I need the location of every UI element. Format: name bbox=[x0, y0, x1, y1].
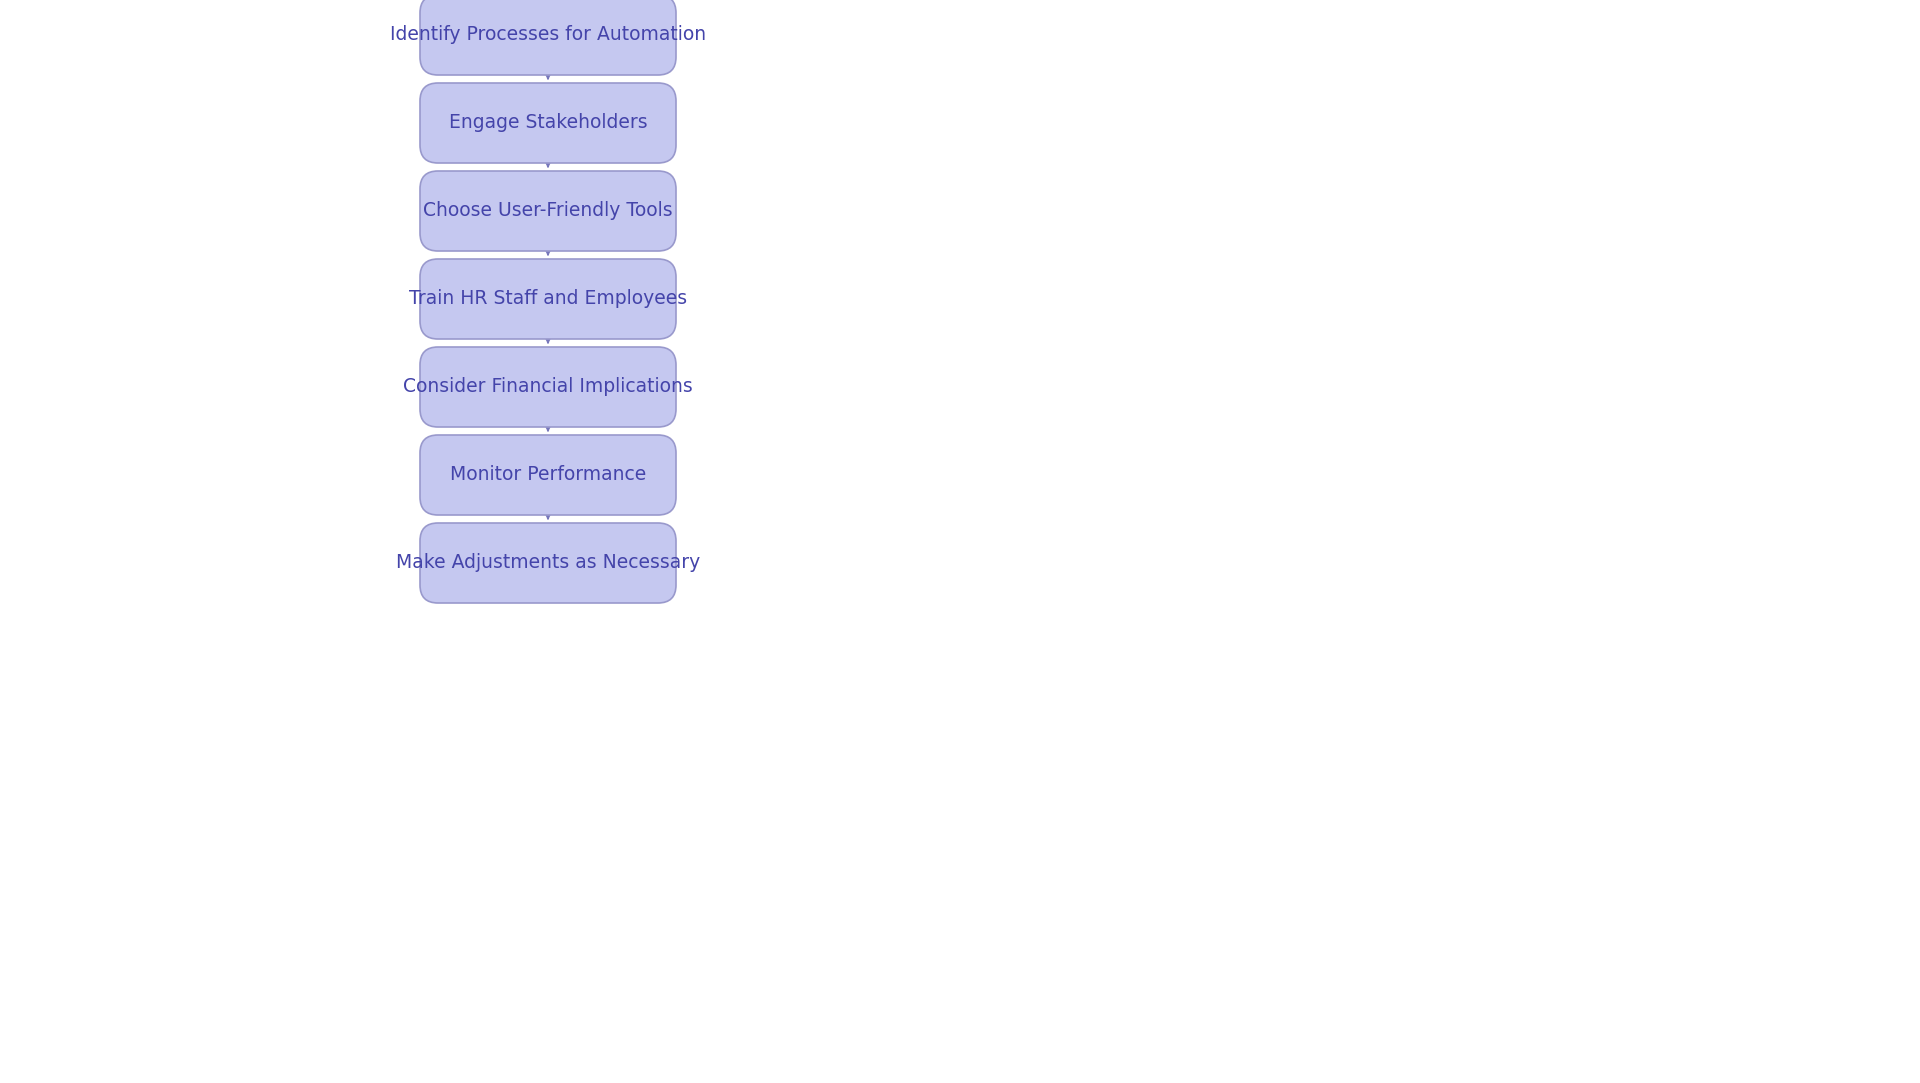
FancyBboxPatch shape bbox=[420, 347, 676, 427]
FancyBboxPatch shape bbox=[420, 435, 676, 516]
Text: Identify Processes for Automation: Identify Processes for Automation bbox=[390, 26, 707, 44]
FancyBboxPatch shape bbox=[420, 83, 676, 164]
Text: Consider Financial Implications: Consider Financial Implications bbox=[403, 378, 693, 396]
FancyBboxPatch shape bbox=[420, 523, 676, 603]
Text: Make Adjustments as Necessary: Make Adjustments as Necessary bbox=[396, 553, 701, 573]
FancyBboxPatch shape bbox=[420, 171, 676, 251]
Text: Choose User-Friendly Tools: Choose User-Friendly Tools bbox=[422, 201, 672, 221]
FancyBboxPatch shape bbox=[420, 259, 676, 339]
Text: Train HR Staff and Employees: Train HR Staff and Employees bbox=[409, 289, 687, 309]
Text: Monitor Performance: Monitor Performance bbox=[449, 466, 647, 484]
FancyBboxPatch shape bbox=[420, 0, 676, 75]
Text: Engage Stakeholders: Engage Stakeholders bbox=[449, 114, 647, 132]
